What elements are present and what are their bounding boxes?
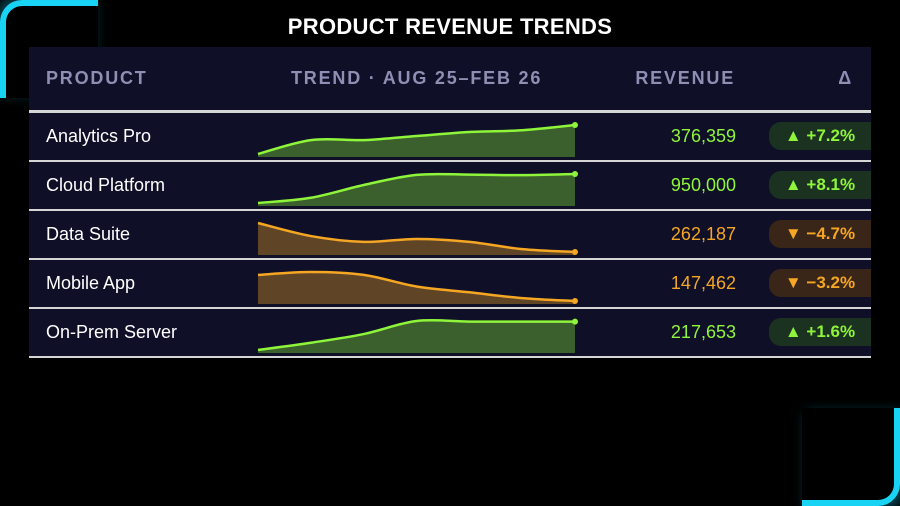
corner-bracket-top-left	[0, 0, 98, 98]
product-name: On-Prem Server	[46, 322, 178, 342]
sparkline-area	[258, 174, 575, 206]
revenue-value: 262,187	[670, 224, 736, 244]
sparkline-end-dot	[572, 249, 578, 255]
sparkline-line	[257, 318, 575, 352]
sparkline-line	[257, 172, 576, 205]
sparkline-end-dot	[572, 318, 578, 325]
sparkline	[257, 171, 578, 206]
delta-badge: ▲ +1.6%	[769, 318, 871, 346]
revenue-value: 147,462	[670, 273, 736, 293]
product-name: Mobile App	[46, 273, 136, 293]
header-trend: TREND · AUG 25–FEB 26	[291, 68, 543, 88]
sparkline	[257, 122, 578, 157]
table-header: PRODUCT TREND · AUG 25–FEB 26 REVENUE Δ	[29, 47, 871, 113]
revenue-value: 376,359	[670, 126, 736, 146]
table-row: On-Prem Server 217,653 ▲ +1.6%	[29, 309, 871, 358]
revenue-value: 217,653	[670, 322, 736, 342]
delta-badge: ▲ +8.1%	[769, 171, 871, 199]
product-name: Data Suite	[46, 224, 131, 244]
sparkline	[257, 221, 578, 255]
table-row: Analytics Pro 376,359 ▲ +7.2%	[29, 113, 871, 162]
sparkline-line	[257, 123, 576, 156]
corner-bracket-bottom-right	[802, 408, 900, 506]
sparkline-area	[258, 125, 575, 157]
sparkline-end-dot	[572, 171, 578, 177]
sparkline	[257, 270, 578, 304]
sparkline-line	[257, 221, 576, 254]
chart-title: PRODUCT REVENUE TRENDS	[287, 14, 613, 39]
table-row: Cloud Platform 950,000 ▲ +8.1%	[29, 162, 871, 211]
sparkline-line	[257, 270, 576, 303]
sparkline-area	[258, 320, 575, 353]
revenue-value: 950,000	[670, 175, 736, 195]
delta-badge: ▼ −3.2%	[769, 269, 871, 297]
delta-badge: ▼ −4.7%	[769, 220, 871, 248]
revenue-table: PRODUCT TREND · AUG 25–FEB 26 REVENUE Δ …	[29, 47, 871, 358]
delta-badge: ▲ +7.2%	[769, 122, 871, 150]
header-delta: Δ	[838, 68, 853, 88]
table-row: Mobile App 147,462 ▼ −3.2%	[29, 260, 871, 309]
header-product: PRODUCT	[46, 68, 148, 88]
sparkline-end-dot	[572, 122, 578, 128]
table-row: Data Suite 262,187 ▼ −4.7%	[29, 211, 871, 260]
sparkline-end-dot	[572, 298, 578, 304]
header-revenue: REVENUE	[635, 68, 735, 88]
product-name: Analytics Pro	[46, 126, 152, 146]
sparkline	[257, 318, 578, 353]
product-name: Cloud Platform	[46, 175, 166, 195]
